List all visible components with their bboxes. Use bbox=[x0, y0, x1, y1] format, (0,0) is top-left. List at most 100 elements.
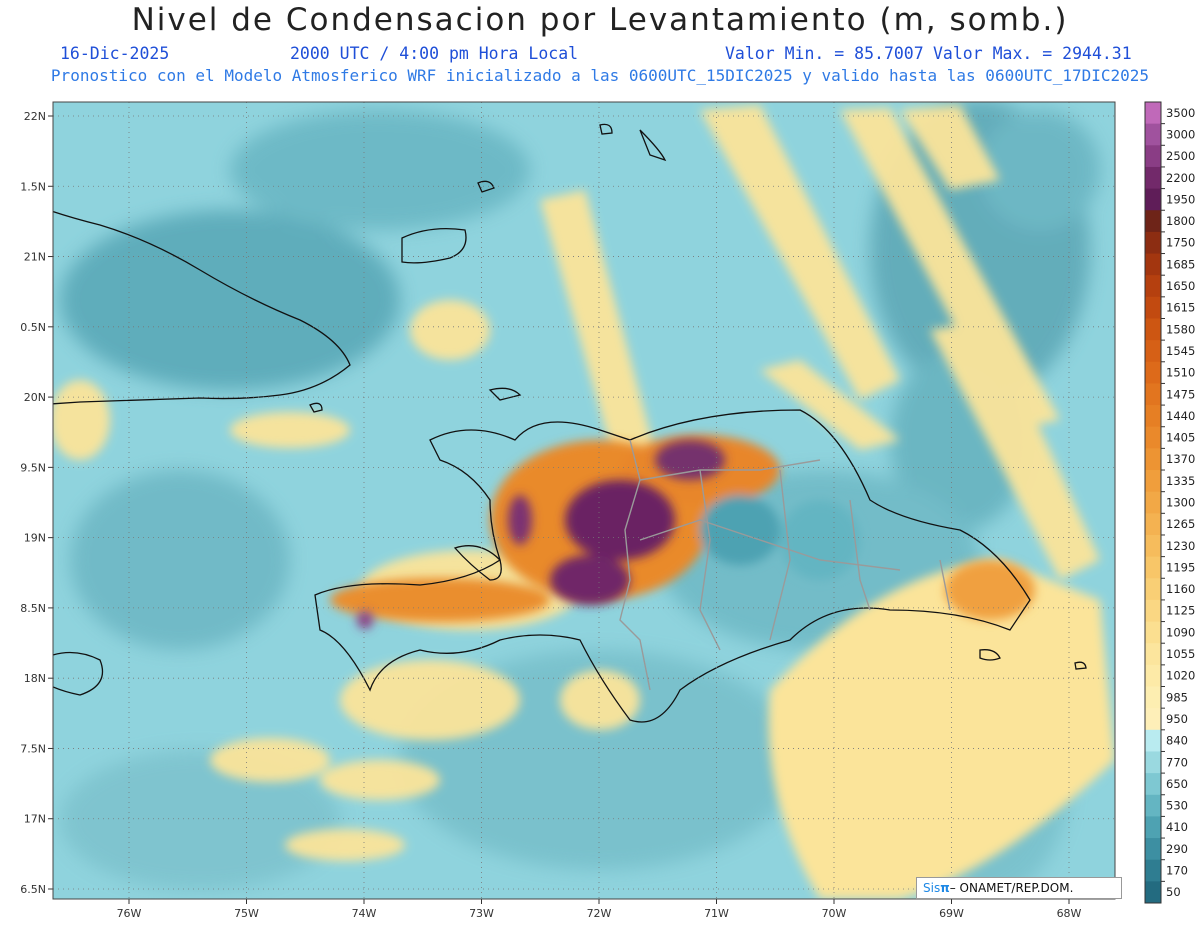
colorbar-swatch bbox=[1145, 275, 1161, 298]
longitude-labels: 76W 75W 74W 73W 72W 71W 70W 69W 68W bbox=[117, 907, 1082, 920]
lat-label: 8.5N bbox=[20, 602, 46, 615]
value-min: Valor Min. = 85.7007 bbox=[725, 44, 924, 63]
colorbar-label: 1440 bbox=[1166, 409, 1195, 423]
lon-label: 75W bbox=[234, 907, 259, 920]
colorbar-swatch bbox=[1145, 794, 1161, 817]
colorbar: 3500 3000 2500 2200 1950 1800 1750 1685 1650 1615… bbox=[1144, 101, 1195, 904]
colorbar-swatch bbox=[1145, 838, 1161, 861]
colorbar-swatch bbox=[1145, 621, 1161, 644]
plot-frame bbox=[52, 101, 1116, 900]
latitude-labels: 22N 1.5N 21N 0.5N 20N 9.5N 19N 8.5N 18N 7.5N 17N 6.… bbox=[20, 110, 46, 896]
lat-label: 9.5N bbox=[20, 461, 46, 474]
credit-box: Sisπ– ONAMET/REP.DOM. bbox=[916, 877, 1122, 899]
lon-label: 74W bbox=[352, 907, 377, 920]
colorbar-label: 1800 bbox=[1166, 214, 1195, 228]
lon-label: 72W bbox=[587, 907, 612, 920]
lat-label: 6.5N bbox=[20, 883, 46, 896]
colorbar-swatch bbox=[1145, 773, 1161, 796]
colorbar-label: 1230 bbox=[1166, 539, 1195, 553]
credit-pi: π bbox=[940, 881, 950, 895]
colorbar-label: 950 bbox=[1166, 712, 1188, 726]
lon-label: 76W bbox=[117, 907, 142, 920]
colorbar-label: 3500 bbox=[1166, 106, 1195, 120]
colorbar-label: 1160 bbox=[1166, 582, 1195, 596]
colorbar-label: 3000 bbox=[1166, 127, 1195, 141]
colorbar-swatch bbox=[1145, 816, 1161, 839]
colorbar-label: 2500 bbox=[1166, 149, 1195, 163]
colorbar-label: 1090 bbox=[1166, 625, 1195, 639]
colorbar-label: 985 bbox=[1166, 690, 1188, 704]
colorbar-label: 1650 bbox=[1166, 279, 1195, 293]
colorbar-swatch bbox=[1145, 470, 1161, 493]
lat-label: 0.5N bbox=[20, 321, 46, 334]
lcl-shaded-field bbox=[53, 102, 1115, 899]
lat-label: 22N bbox=[24, 110, 46, 123]
colorbar-label: 530 bbox=[1166, 799, 1188, 813]
colorbar-label: 1055 bbox=[1166, 647, 1195, 661]
lat-label: 7.5N bbox=[20, 742, 46, 755]
colorbar-swatch bbox=[1145, 123, 1161, 146]
colorbar-swatch bbox=[1145, 405, 1161, 428]
colorbar-label: 1125 bbox=[1166, 604, 1195, 618]
colorbar-label: 1580 bbox=[1166, 322, 1195, 336]
lat-label: 21N bbox=[24, 251, 46, 264]
colorbar-swatch bbox=[1145, 881, 1161, 904]
colorbar-swatch bbox=[1145, 448, 1161, 471]
lat-label: 19N bbox=[24, 532, 46, 545]
colorbar-swatch bbox=[1145, 296, 1161, 319]
colorbar-swatch bbox=[1145, 383, 1161, 406]
colorbar-label: 650 bbox=[1166, 777, 1188, 791]
colorbar-swatch bbox=[1145, 643, 1161, 666]
value-max: Valor Max. = 2944.31 bbox=[933, 44, 1132, 63]
colorbar-swatch bbox=[1145, 210, 1161, 233]
lon-label: 68W bbox=[1057, 907, 1082, 920]
colorbar-swatch bbox=[1145, 513, 1161, 536]
lat-label: 20N bbox=[24, 391, 46, 404]
colorbar-label: 770 bbox=[1166, 755, 1188, 769]
lon-label: 71W bbox=[704, 907, 729, 920]
colorbar-swatch bbox=[1145, 556, 1161, 579]
colorbar-label: 1750 bbox=[1166, 236, 1195, 250]
colorbar-label: 1335 bbox=[1166, 474, 1195, 488]
colorbar-swatch bbox=[1145, 859, 1161, 882]
colorbar-label: 1510 bbox=[1166, 366, 1195, 380]
colorbar-label: 170 bbox=[1166, 864, 1188, 878]
colorbar-label: 1300 bbox=[1166, 496, 1195, 510]
colorbar-swatch bbox=[1145, 361, 1161, 384]
colorbar-label: 50 bbox=[1166, 885, 1181, 899]
colorbar-swatch bbox=[1145, 340, 1161, 363]
colorbar-label: 290 bbox=[1166, 842, 1188, 856]
lon-label: 70W bbox=[822, 907, 847, 920]
map-title: Nivel de Condensacion por Levantamiento … bbox=[131, 2, 1069, 38]
colorbar-label: 1020 bbox=[1166, 669, 1195, 683]
lat-label: 17N bbox=[24, 813, 46, 826]
colorbar-swatch bbox=[1145, 491, 1161, 514]
colorbar-label: 1950 bbox=[1166, 192, 1195, 206]
forecast-description: Pronostico con el Modelo Atmosferico WRF… bbox=[50, 66, 1150, 85]
colorbar-swatch bbox=[1145, 751, 1161, 774]
forecast-time: 2000 UTC / 4:00 pm Hora Local bbox=[290, 44, 579, 63]
lon-label: 69W bbox=[939, 907, 964, 920]
colorbar-swatch bbox=[1145, 102, 1161, 125]
colorbar-label: 1685 bbox=[1166, 257, 1195, 271]
colorbar-swatch bbox=[1145, 166, 1161, 190]
credit-text: – ONAMET/REP.DOM. bbox=[949, 881, 1074, 895]
forecast-date: 16-Dic-2025 bbox=[60, 44, 170, 63]
colorbar-label: 410 bbox=[1166, 820, 1188, 834]
colorbar-swatch bbox=[1145, 318, 1161, 341]
colorbar-label: 1265 bbox=[1166, 517, 1195, 531]
colorbar-swatch bbox=[1145, 426, 1161, 449]
colorbar-label: 1615 bbox=[1166, 301, 1195, 315]
province-borders bbox=[619, 439, 951, 691]
credit-sis: Sis bbox=[923, 881, 941, 895]
colorbar-swatch bbox=[1145, 729, 1161, 752]
colorbar-label: 1475 bbox=[1166, 387, 1195, 401]
colorbar-swatch bbox=[1145, 534, 1161, 558]
colorbar-swatch bbox=[1145, 253, 1161, 276]
colorbar-swatch bbox=[1145, 664, 1161, 688]
lat-label: 1.5N bbox=[20, 180, 46, 193]
colorbar-label: 1195 bbox=[1166, 560, 1195, 574]
colorbar-label: 2200 bbox=[1166, 171, 1195, 185]
colorbar-swatch bbox=[1145, 231, 1161, 255]
